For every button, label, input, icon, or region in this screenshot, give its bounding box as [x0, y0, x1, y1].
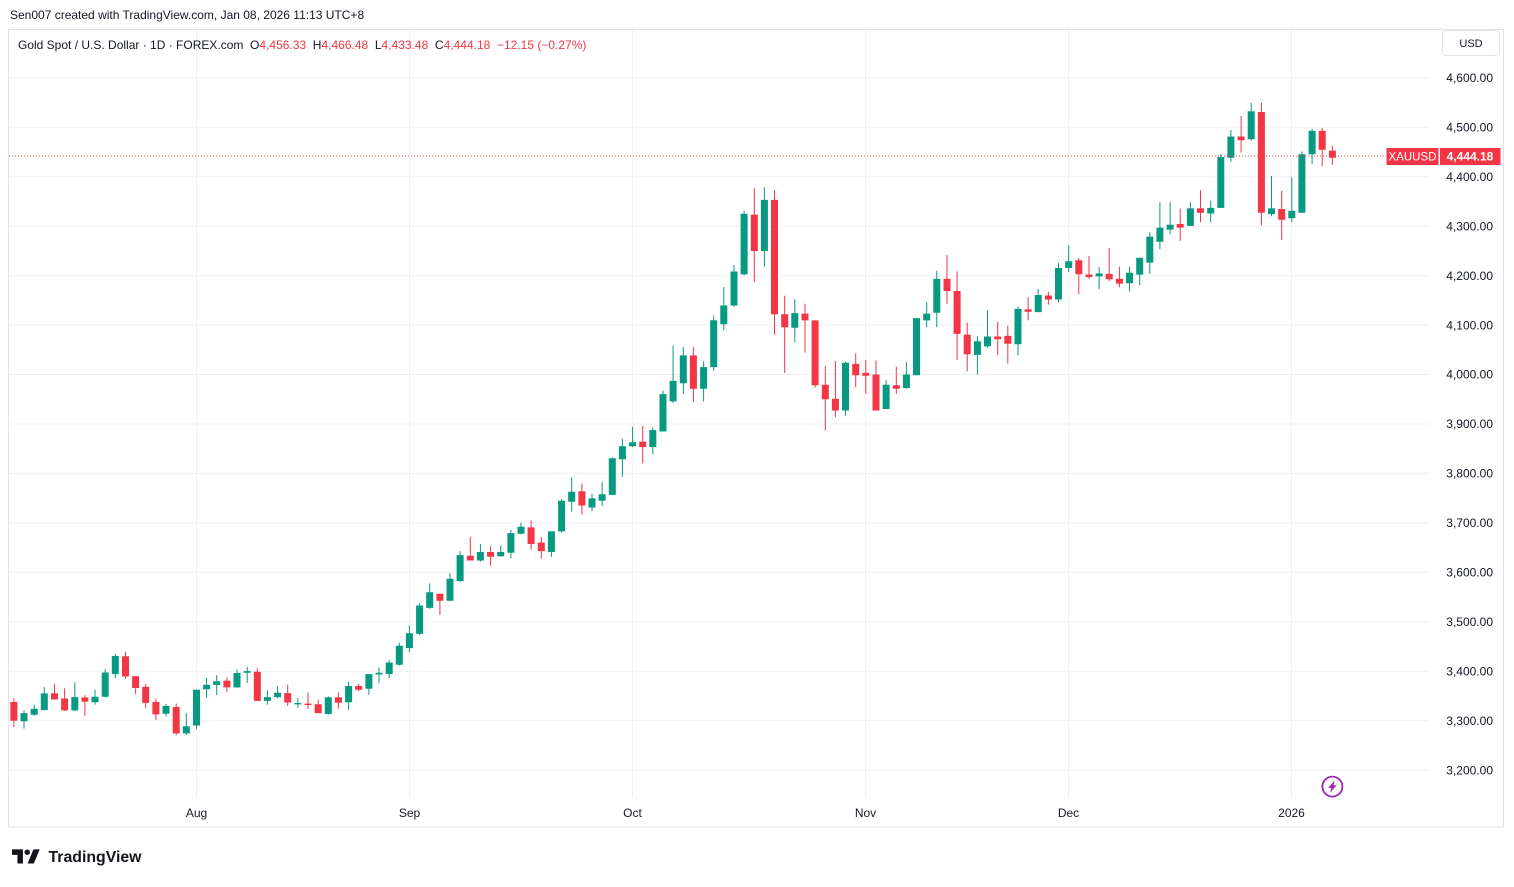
svg-text:XAUUSD: XAUUSD — [1389, 152, 1437, 164]
svg-text:4,444.18: 4,444.18 — [1447, 150, 1494, 164]
svg-text:Aug: Aug — [186, 806, 207, 820]
svg-text:Gold Spot / U.S. Dollar · 1D ·: Gold Spot / U.S. Dollar · 1D · FOREX.com… — [18, 38, 586, 52]
svg-text:Sep: Sep — [399, 806, 421, 820]
svg-text:3,400.00: 3,400.00 — [1446, 664, 1493, 678]
svg-text:3,200.00: 3,200.00 — [1446, 763, 1493, 777]
svg-text:Nov: Nov — [855, 806, 876, 820]
svg-text:Sen007 created with TradingVie: Sen007 created with TradingView.com, Jan… — [10, 8, 364, 22]
svg-text:4,000.00: 4,000.00 — [1446, 368, 1493, 382]
svg-text:3,600.00: 3,600.00 — [1446, 566, 1493, 580]
svg-text:Dec: Dec — [1058, 806, 1079, 820]
svg-text:4,500.00: 4,500.00 — [1446, 121, 1493, 135]
svg-text:3,500.00: 3,500.00 — [1446, 615, 1493, 629]
svg-text:4,300.00: 4,300.00 — [1446, 219, 1493, 233]
svg-text:4,400.00: 4,400.00 — [1446, 170, 1493, 184]
svg-text:3,300.00: 3,300.00 — [1446, 714, 1493, 728]
svg-text:3,700.00: 3,700.00 — [1446, 516, 1493, 530]
svg-text:USD: USD — [1459, 38, 1482, 50]
svg-text:2026: 2026 — [1278, 806, 1305, 820]
svg-text:TradingView: TradingView — [49, 849, 143, 866]
svg-text:4,100.00: 4,100.00 — [1446, 318, 1493, 332]
svg-text:4,600.00: 4,600.00 — [1446, 71, 1493, 85]
svg-text:3,800.00: 3,800.00 — [1446, 467, 1493, 481]
svg-text:4,200.00: 4,200.00 — [1446, 269, 1493, 283]
svg-text:Oct: Oct — [623, 806, 642, 820]
svg-text:3,900.00: 3,900.00 — [1446, 417, 1493, 431]
